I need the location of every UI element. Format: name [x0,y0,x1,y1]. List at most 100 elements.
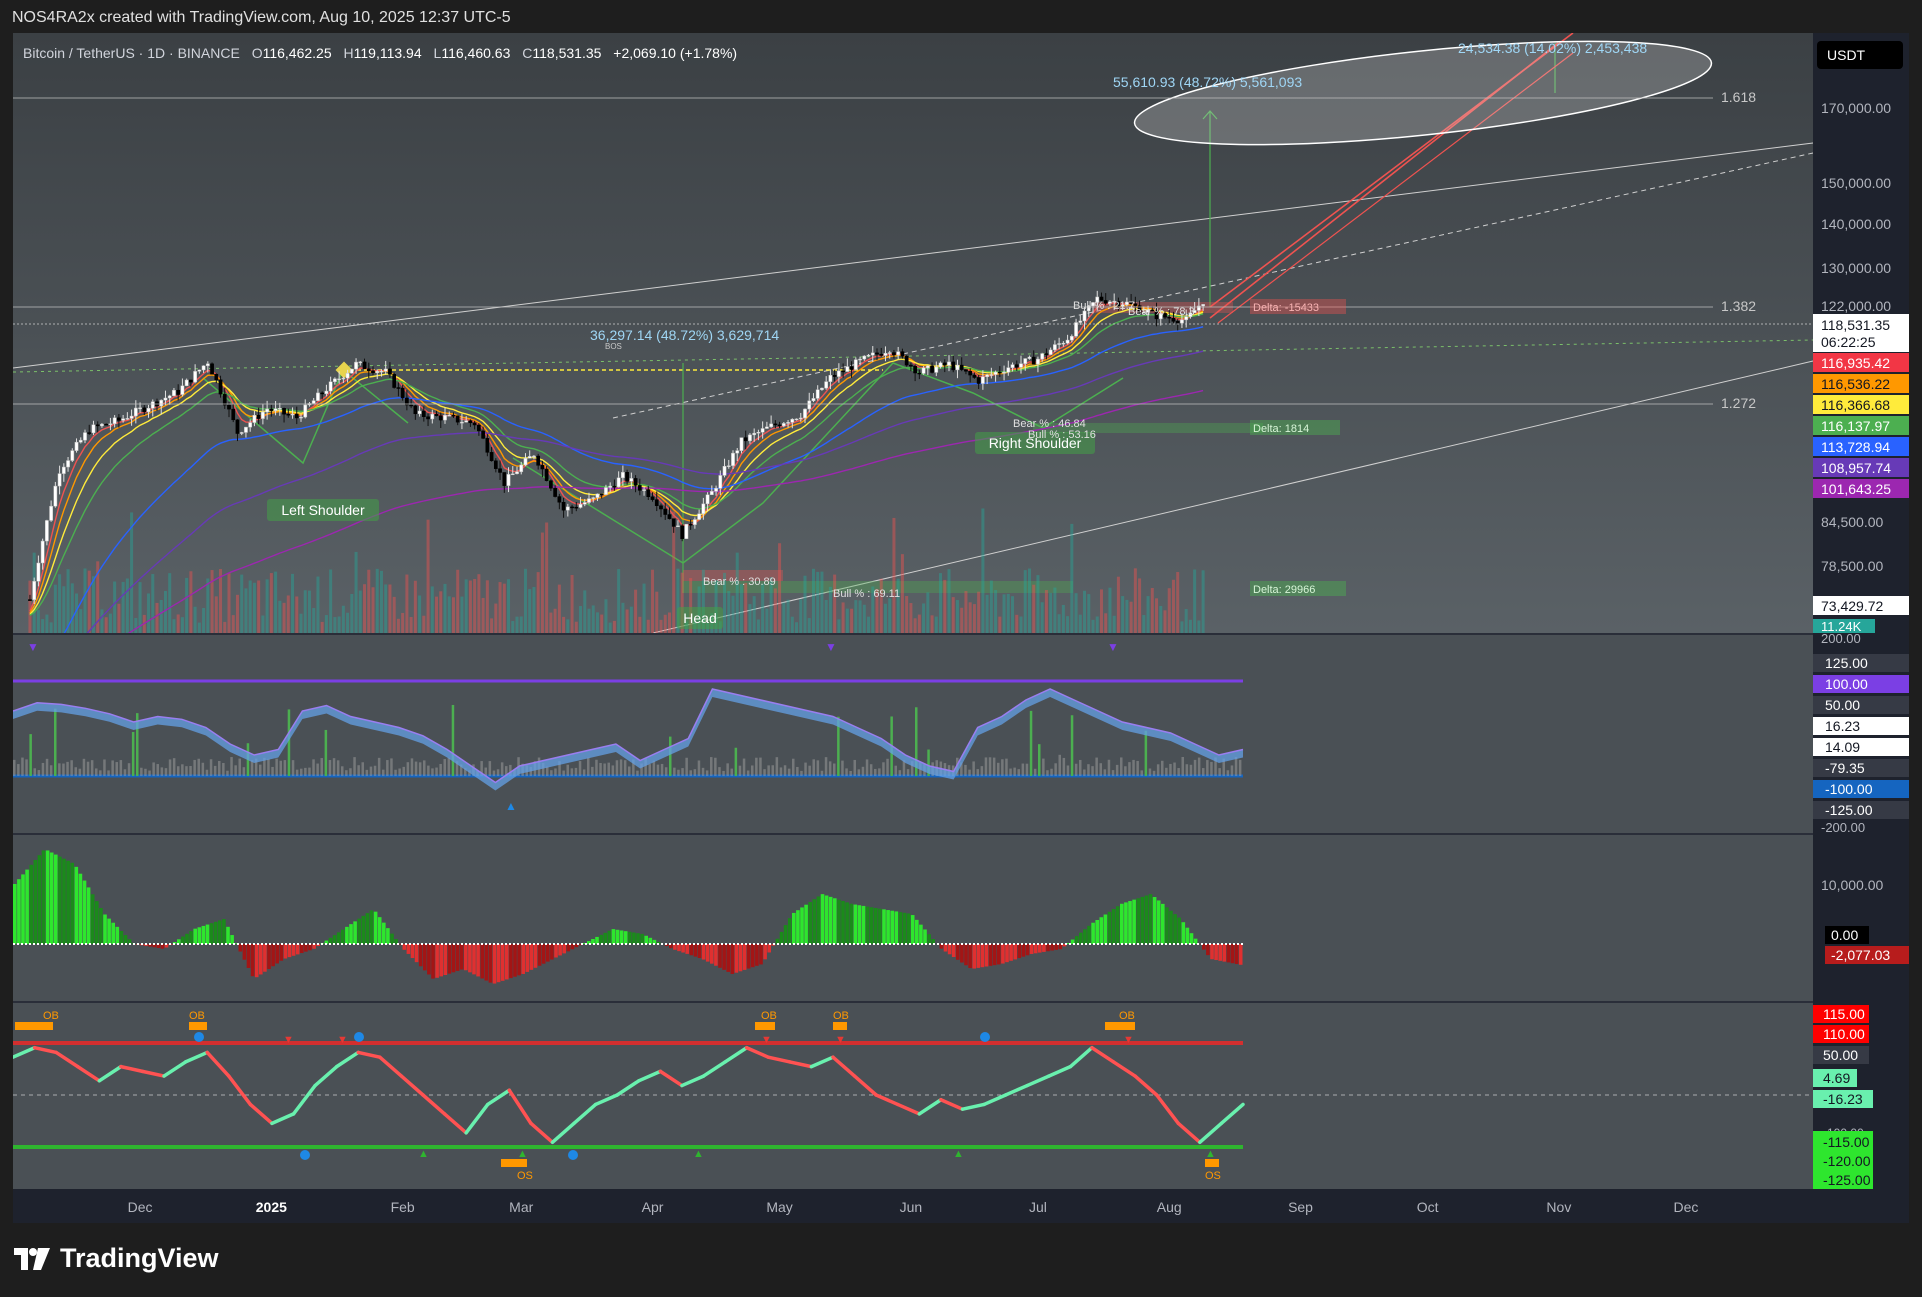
osc3-segment [464,1102,490,1135]
osc1-bar [295,769,299,776]
volume-bar [485,580,489,633]
osc1-scale[interactable]: 200.00 125.00 100.00 50.00 16.23 14.09 -… [1813,633,1909,833]
volume-bar [53,584,57,633]
osc1-bar [90,760,94,776]
osc2-bar [1001,944,1005,964]
candle [1053,340,1057,352]
candle [841,363,845,378]
osc2-bar [554,944,558,958]
osc3-scale[interactable]: 115.00 110.00 50.00 4.69 -16.23 -100.00 … [1813,1001,1909,1189]
candle [803,408,807,424]
osc2-bar [1132,899,1136,944]
osc1-bar [1161,760,1164,776]
osc2-bar [992,944,997,966]
candle [430,409,435,424]
osc1-bar [607,762,610,776]
volume-bar [502,583,506,633]
osc2-bar [783,925,788,944]
osc2-bar [25,869,29,944]
osc2-bar [152,944,156,948]
osc2-bar [550,944,554,960]
osc1-bar [148,770,151,776]
candle [184,378,189,387]
osc1-bar [541,762,545,776]
volume-bar [405,574,409,633]
osc1-bar [1070,715,1074,776]
price-scale[interactable]: USDT 170,000.00 150,000.00 140,000.00 13… [1813,33,1909,633]
osc1-bar [25,759,28,776]
currency-button[interactable]: USDT [1817,41,1903,69]
price-tick: 122,000.00 [1821,298,1891,314]
candle [794,418,799,421]
candle [294,406,299,425]
osc2-bar [341,929,345,944]
candle [1027,355,1032,360]
volume-bar [176,614,180,633]
osc1-bar [898,770,902,776]
osc2-scale[interactable]: 10,000.00 0.00 -2,077.03 [1813,833,1909,1001]
osc3-segment [140,1069,166,1078]
osc1-bar [1214,757,1217,776]
osc1-bar [1033,768,1037,776]
osc1-bar [300,768,303,776]
volume-bar [257,580,261,633]
candle [942,359,947,373]
volume-bar [354,551,358,633]
candle [1019,355,1023,374]
osc1-bar [824,757,828,776]
volume-bar [435,596,439,633]
osc2-bar [939,944,944,949]
time-tick: Feb [391,1199,415,1215]
osc2-bar [103,914,107,944]
candle [693,517,697,529]
candle [1163,311,1167,320]
up-triangle-icon: ▲ [505,799,517,813]
osc2-bar [787,918,792,944]
osc2-bar [664,944,669,947]
oscillator-pane-1[interactable]: ▼ ▼ ▼ ▲ 200.00 125.00 100.00 50.00 16.23… [13,633,1909,833]
osc2-bar [361,915,366,944]
osc2-bar [423,944,427,971]
candle [798,412,803,422]
candle [337,371,341,384]
osc2-bar [459,944,464,970]
osc2-bar [1230,944,1235,964]
tradingview-logo[interactable]: TradingView [14,1243,219,1274]
volume-bar [807,618,811,633]
oscillator-pane-2[interactable]: 10,000.00 0.00 -2,077.03 [13,833,1909,1001]
osc1-bar [308,767,311,776]
symbol-legend[interactable]: Bitcoin / TetherUS · 1D · BINANCE O116,4… [23,45,737,61]
price-pane[interactable]: 1.618 1.382 1.272 Left Shoulder Head Rig… [13,33,1909,633]
volume-bar [917,614,921,633]
candle [277,402,282,416]
osc2-bar [669,944,673,949]
osc2-bar [738,944,743,972]
osc2-bar [796,910,800,944]
oscillator-pane-3[interactable]: OB OB OB OB OB OS OS ▼ ▼ ▼ ▼ ▼ ▲ ▲ ▲ ▲ ▲… [13,1001,1909,1189]
volume-bar [299,613,303,633]
osc3-tick: -125.00 [1823,1172,1871,1188]
volume-bar [307,590,311,633]
candle [879,347,884,357]
down-triangle-icon: ▼ [825,640,837,654]
osc3-segment [421,1093,447,1116]
volume-bar [761,583,765,633]
volume-bar [358,590,362,633]
volume-bar [451,597,455,633]
osc1-bar [230,757,233,776]
osc1-bar [1197,757,1201,776]
time-axis[interactable]: Dec 2025 Feb Mar Apr May Jun Jul Aug Sep Oct Nov Dec [13,1189,1909,1223]
osc2-bar [591,938,595,944]
osc1-bar [1111,770,1115,776]
osc1-bar [95,768,98,776]
osc2-bar [99,907,103,944]
osc2-bar [751,944,755,968]
osc1-bar [693,769,697,776]
osc1-tick: 125.00 [1825,655,1868,671]
osc2-bar [402,944,407,950]
osc2-bar [1095,919,1099,944]
candle [129,409,134,426]
volume-bar [388,584,392,633]
osc2-bar [619,930,624,944]
volume-bar [168,573,172,633]
